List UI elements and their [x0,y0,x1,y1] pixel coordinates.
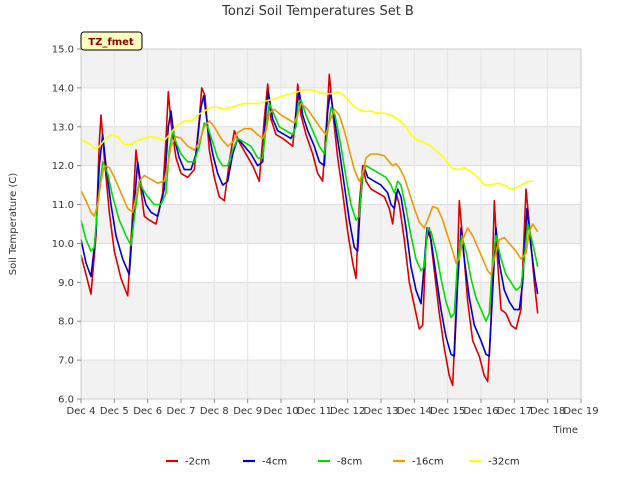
x-tick-label: Dec 12 [330,406,365,417]
x-tick-label: Dec 5 [100,406,129,417]
background-band [81,204,581,244]
tz-annotation-box: TZ_fmet [80,31,143,51]
series-lines [80,73,539,387]
series-line-4cm [80,91,539,357]
x-tick-label: Dec 10 [263,406,298,417]
y-tick-label: 6.0 [58,395,74,406]
legend-label: -32cm [488,457,520,468]
x-tick-label: Dec 4 [67,406,96,417]
x-tick-label: Dec 13 [363,406,398,417]
x-tick-label: Dec 9 [233,406,262,417]
y-axis-ticks: 6.0 7.0 8.0 9.0 10.0 11.0 12.0 13.0 14.0 15.0 [52,45,81,406]
legend-label: -2cm [185,457,210,468]
background-band [81,243,581,283]
x-tick-label: Dec 19 [563,406,598,417]
background-band [81,165,581,205]
background-band [81,282,581,322]
background-band [81,360,581,399]
legend-label: -4cm [262,457,287,468]
y-tick-label: 15.0 [52,45,74,56]
x-tick-label: Dec 17 [497,406,532,417]
y-tick-label: 11.0 [52,200,74,211]
legend-label: -16cm [412,457,444,468]
x-tick-label: Dec 8 [200,406,229,417]
y-tick-label: 12.0 [52,161,74,172]
series-line-32cm [80,89,533,190]
x-axis-title: Time [553,425,578,436]
x-tick-label: Dec 15 [430,406,465,417]
background-band [81,321,581,361]
y-tick-label: 9.0 [58,278,74,289]
x-tick-label: Dec 16 [463,406,498,417]
x-tick-label: Dec 18 [530,406,565,417]
chart-title: Tonzi Soil Temperatures Set B [221,4,414,19]
legend-label: -8cm [337,457,362,468]
x-tick-label: Dec 14 [397,406,432,417]
y-tick-label: 10.0 [52,239,74,250]
x-tick-label: Dec 7 [167,406,196,417]
x-axis-ticks: Dec 4 Dec 5 Dec 6 Dec 7 Dec 8 Dec 9 Dec 10Dec … [67,399,599,417]
y-tick-label: 13.0 [52,122,74,133]
background-band [81,49,581,88]
legend: -2cm -4cm -8cm -16cm -32cm [166,457,520,468]
y-tick-label: 8.0 [58,317,74,328]
series-line-8cm [80,98,539,322]
tz-annotation-label: TZ_fmet [88,37,134,48]
background-band [81,126,581,166]
y-axis-title: Soil Temperature (C) [8,173,19,276]
plot-area-frame [80,48,582,400]
x-tick-label: Dec 6 [133,406,162,417]
series-line-16cm [80,102,539,276]
x-tick-label: Dec 11 [297,406,332,417]
y-tick-label: 14.0 [52,83,74,94]
y-tick-label: 7.0 [58,356,74,367]
